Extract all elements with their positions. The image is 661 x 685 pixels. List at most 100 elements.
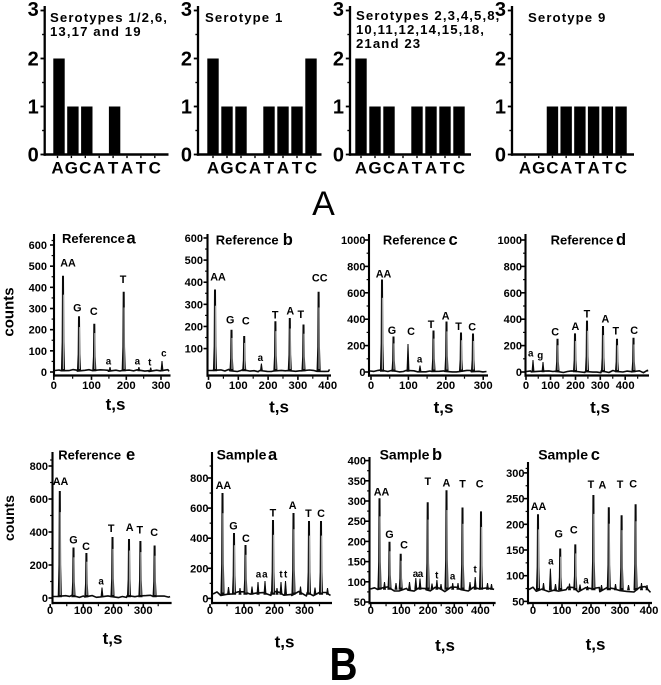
svg-text:T: T <box>264 159 275 178</box>
svg-text:a: a <box>413 569 419 580</box>
svg-text:100: 100 <box>74 605 93 617</box>
svg-text:T: T <box>305 508 312 520</box>
svg-text:c: c <box>449 231 458 249</box>
svg-text:Sample: Sample <box>217 447 267 463</box>
svg-text:t,s: t,s <box>103 629 123 648</box>
svg-text:2: 2 <box>28 49 39 71</box>
svg-text:T: T <box>575 159 586 178</box>
svg-text:200: 200 <box>347 341 365 353</box>
svg-text:t,s: t,s <box>434 398 454 417</box>
svg-text:G: G <box>229 521 237 533</box>
svg-text:0: 0 <box>207 605 213 617</box>
svg-text:t: t <box>148 358 152 369</box>
svg-text:A: A <box>519 159 531 178</box>
svg-text:T: T <box>459 479 466 491</box>
svg-text:300: 300 <box>29 304 47 316</box>
svg-text:50: 50 <box>512 596 524 608</box>
svg-text:1000: 1000 <box>341 235 365 247</box>
svg-text:T: T <box>584 309 591 321</box>
svg-text:1000: 1000 <box>498 235 522 247</box>
svg-text:T: T <box>292 159 303 178</box>
svg-text:G: G <box>385 529 393 541</box>
svg-text:400: 400 <box>640 605 659 617</box>
svg-text:C: C <box>150 527 158 539</box>
svg-text:400: 400 <box>185 277 203 289</box>
svg-text:AA: AA <box>210 272 226 284</box>
svg-text:A: A <box>121 159 133 178</box>
svg-text:600: 600 <box>185 233 203 245</box>
svg-text:800: 800 <box>504 261 522 273</box>
svg-text:1: 1 <box>495 97 506 119</box>
svg-text:G: G <box>368 159 381 178</box>
svg-text:300: 300 <box>474 380 493 392</box>
svg-text:T: T <box>270 508 277 520</box>
svg-text:A: A <box>277 159 289 178</box>
svg-text:400: 400 <box>29 282 47 294</box>
svg-text:t: t <box>284 570 288 581</box>
svg-text:300: 300 <box>591 380 610 392</box>
svg-text:G: G <box>69 535 77 547</box>
svg-text:Serotype 1: Serotype 1 <box>205 10 283 25</box>
svg-text:800: 800 <box>190 473 208 485</box>
svg-text:C: C <box>235 159 247 178</box>
svg-text:13,17 and 19: 13,17 and 19 <box>50 24 142 39</box>
svg-text:100: 100 <box>229 380 248 392</box>
svg-text:a: a <box>583 576 589 587</box>
svg-text:A: A <box>51 159 63 178</box>
svg-text:0: 0 <box>516 367 522 379</box>
svg-text:T: T <box>136 159 147 178</box>
svg-text:a: a <box>127 230 137 248</box>
svg-text:100: 100 <box>399 380 418 392</box>
svg-text:AA: AA <box>531 501 547 513</box>
svg-text:Reference: Reference <box>62 231 125 246</box>
svg-text:200: 200 <box>436 380 455 392</box>
svg-text:C: C <box>407 326 415 338</box>
svg-text:A: A <box>601 314 609 326</box>
svg-text:t,s: t,s <box>106 395 126 414</box>
svg-text:A: A <box>93 159 105 178</box>
svg-text:Serotypes 2,3,4,5,8,: Serotypes 2,3,4,5,8, <box>356 8 500 23</box>
svg-text:C: C <box>629 479 637 491</box>
svg-text:A: A <box>397 159 409 178</box>
svg-text:d: d <box>616 231 626 249</box>
svg-text:b: b <box>432 446 442 464</box>
svg-text:200: 200 <box>566 380 585 392</box>
svg-text:200: 200 <box>265 605 284 617</box>
svg-text:100: 100 <box>541 380 560 392</box>
svg-text:3: 3 <box>495 0 506 21</box>
svg-text:200: 200 <box>419 605 438 617</box>
svg-text:400: 400 <box>616 380 635 392</box>
svg-text:0: 0 <box>359 367 365 379</box>
svg-text:100: 100 <box>29 346 47 358</box>
svg-text:150: 150 <box>348 557 366 569</box>
svg-text:100: 100 <box>506 571 524 583</box>
svg-text:AA: AA <box>216 480 232 492</box>
svg-text:t,s: t,s <box>586 635 606 654</box>
svg-text:0: 0 <box>368 605 374 617</box>
svg-text:600: 600 <box>347 288 365 300</box>
svg-text:2: 2 <box>181 49 192 71</box>
svg-text:1: 1 <box>28 97 39 119</box>
svg-text:0: 0 <box>42 593 48 605</box>
svg-text:400: 400 <box>471 605 490 617</box>
svg-text:800: 800 <box>30 461 48 473</box>
svg-text:A: A <box>289 500 297 512</box>
svg-text:0: 0 <box>202 593 208 605</box>
svg-text:A: A <box>286 306 294 318</box>
svg-text:A: A <box>312 185 335 223</box>
svg-text:G: G <box>532 159 545 178</box>
svg-text:T: T <box>428 319 435 331</box>
svg-text:a: a <box>450 572 456 583</box>
svg-text:t: t <box>473 565 477 576</box>
svg-text:t,s: t,s <box>269 398 289 417</box>
svg-text:T: T <box>424 476 431 488</box>
svg-text:2: 2 <box>495 49 506 71</box>
svg-text:a: a <box>417 355 423 366</box>
svg-text:Serotypes 1/2,6,: Serotypes 1/2,6, <box>50 10 168 25</box>
svg-text:C: C <box>630 325 638 337</box>
svg-text:T: T <box>136 525 143 537</box>
svg-text:T: T <box>108 523 115 535</box>
svg-text:150: 150 <box>506 545 524 557</box>
svg-text:350: 350 <box>348 476 366 488</box>
svg-text:200: 200 <box>29 325 47 337</box>
